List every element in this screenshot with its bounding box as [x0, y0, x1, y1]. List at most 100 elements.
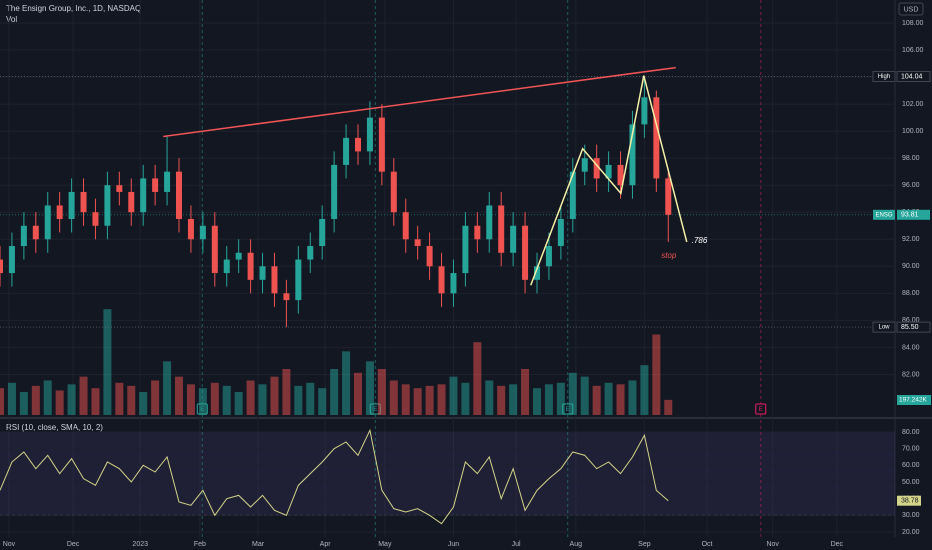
volume-last-box — [897, 395, 931, 405]
volume-bar — [139, 392, 148, 415]
volume-bar — [449, 376, 458, 415]
volume-bar — [79, 376, 88, 415]
x-tick-label: Jul — [512, 541, 521, 548]
volume-bar — [270, 376, 279, 415]
volume-bar — [401, 384, 410, 415]
currency-box[interactable] — [898, 2, 924, 16]
volume-bar — [19, 392, 28, 415]
marker-value-box — [897, 209, 930, 220]
candle-body — [152, 178, 159, 192]
marker-value: 93.81 — [901, 212, 919, 219]
candle-body — [557, 218, 564, 247]
y-tick-label: 108.00 — [902, 20, 924, 27]
event-label: E — [373, 407, 377, 413]
x-tick-label: Nov — [766, 541, 779, 548]
annotation-line — [530, 75, 688, 286]
candle-body — [414, 239, 421, 247]
x-tick-label: Oct — [702, 541, 713, 548]
marker-tag-box — [873, 209, 895, 220]
candle-body — [617, 164, 624, 186]
volume-bar — [55, 390, 64, 415]
volume-bar — [628, 380, 637, 415]
candle-body — [545, 246, 552, 267]
volume-bar — [664, 399, 673, 415]
event-box — [755, 403, 767, 415]
y-tick-label: 90.00 — [902, 263, 920, 270]
candle-body — [450, 273, 457, 294]
y-tick-label: 88.00 — [902, 290, 920, 297]
rsi-tick-label: 20.00 — [902, 529, 920, 536]
volume-bar — [509, 384, 518, 415]
volume-bar — [7, 382, 16, 415]
volume-bar — [234, 392, 243, 415]
x-tick-label: Mar — [252, 541, 265, 548]
x-tick-label: Feb — [194, 541, 206, 548]
marker-tag: ENSG — [875, 212, 892, 218]
candle-body — [104, 185, 111, 226]
candle-body — [629, 124, 636, 186]
x-tick-label: Dec — [831, 541, 844, 548]
rsi-last-label: 38.78 — [901, 498, 919, 505]
volume-last-label: 197.242K — [899, 397, 927, 404]
candle-body — [641, 97, 648, 125]
annotation-label: .786 — [692, 236, 708, 245]
candle-body — [498, 205, 505, 253]
x-tick-label: Nov — [3, 541, 16, 548]
candle-body — [128, 191, 135, 213]
rsi-tick-label: 80.00 — [902, 429, 920, 436]
volume-bar — [43, 380, 52, 415]
volume-bar — [389, 380, 398, 415]
volume-bar — [592, 385, 601, 415]
x-tick-label: May — [378, 541, 392, 548]
candle-body — [0, 259, 3, 274]
volume-bar — [354, 372, 362, 415]
volume-bar — [258, 384, 267, 415]
rsi-tick-label: 50.00 — [902, 479, 920, 486]
candle-body — [116, 185, 123, 192]
volume-bar — [580, 376, 589, 415]
volume-bar — [210, 382, 219, 415]
currency[interactable]: USD — [904, 6, 919, 13]
candle-body — [8, 246, 15, 274]
marker-value: 85.50 — [901, 324, 919, 331]
marker-tag-box — [872, 71, 896, 83]
candle-body — [343, 137, 350, 165]
volume-bar — [342, 351, 351, 415]
event-label: E — [566, 407, 570, 413]
x-tick-label: Apr — [320, 541, 332, 548]
rsi-tick-label: 60.00 — [902, 462, 920, 469]
y-tick-label: 82.00 — [902, 371, 920, 378]
volume-bar — [151, 380, 160, 415]
candle-body — [176, 171, 182, 219]
volume-bar — [640, 365, 649, 415]
marker-value-box — [896, 321, 931, 333]
rsi-title: RSI (10, close, SMA, 10, 2) — [6, 423, 103, 432]
marker-tag: Low — [878, 325, 890, 331]
volume-bar — [521, 369, 530, 415]
volume-bar — [330, 369, 339, 415]
candle-body — [164, 171, 171, 192]
volume-bar — [67, 384, 76, 415]
candle-body — [223, 259, 230, 274]
volume-bar — [103, 309, 112, 415]
volume-bar — [497, 385, 506, 415]
volume-bar — [556, 382, 565, 415]
y-tick-label: 96.00 — [902, 182, 920, 189]
volume-bar — [115, 382, 124, 415]
volume-bar — [163, 361, 172, 415]
candle-body — [307, 246, 314, 260]
candle-body — [390, 171, 397, 213]
candle-body — [522, 225, 529, 280]
volume-bar — [485, 380, 494, 415]
candle-body — [211, 225, 218, 274]
y-tick-label: 100.00 — [902, 128, 924, 135]
volume-bar — [425, 385, 434, 415]
candle-body — [32, 225, 39, 240]
volume-bar — [127, 385, 136, 415]
y-tick-label: 86.00 — [902, 317, 920, 324]
volume-bar — [31, 385, 40, 415]
candle-body — [366, 117, 373, 152]
volume-bar — [437, 384, 446, 415]
y-tick-label: 106.00 — [902, 47, 924, 54]
